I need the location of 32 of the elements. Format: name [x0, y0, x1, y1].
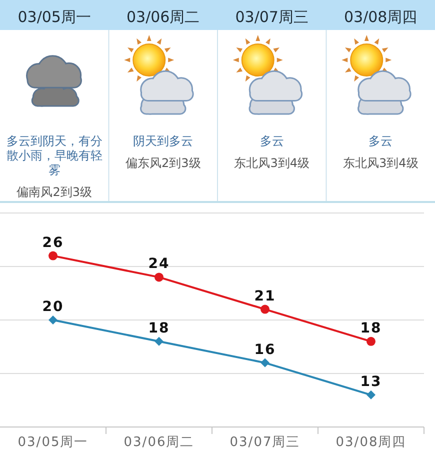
- text: 偏南风2到3级: [16, 185, 92, 199]
- x-tick-label: 03/05周一: [18, 435, 88, 450]
- point: [154, 272, 164, 282]
- x-tick-label: 03/06周二: [124, 435, 194, 450]
- text: 东北风3到4级: [234, 156, 310, 170]
- point: [366, 390, 376, 400]
- data-label: 18: [148, 320, 170, 336]
- data-label: 20: [42, 299, 64, 315]
- text: 多云: [368, 134, 393, 148]
- point: [260, 304, 270, 314]
- point: [48, 251, 58, 260]
- text: 偏东风2到3级: [125, 156, 201, 170]
- data-label: 16: [254, 342, 276, 358]
- text: 阴天到多云: [133, 134, 194, 148]
- point: [260, 358, 270, 368]
- text: 多云: [260, 134, 284, 148]
- data-label: 21: [254, 288, 276, 304]
- point: [366, 336, 376, 346]
- data-label: 26: [42, 234, 64, 251]
- text: 东北风3到4级: [342, 156, 418, 170]
- data-label: 24: [148, 256, 170, 272]
- data-label: 18: [360, 320, 382, 336]
- point: [154, 336, 164, 346]
- x-tick-label: 03/07周三: [230, 435, 300, 450]
- text: 多云到阴天，有分散小雨，早晚有轻雾: [6, 134, 102, 177]
- x-tick-label: 03/08周四: [336, 435, 406, 450]
- data-label: 13: [360, 374, 382, 390]
- category-label: 03/05周一: [18, 8, 91, 26]
- category-label: 03/08周四: [344, 8, 418, 26]
- point: [48, 316, 58, 324]
- category-label: 03/07周三: [235, 8, 308, 26]
- category-label: 03/06周二: [126, 8, 200, 26]
